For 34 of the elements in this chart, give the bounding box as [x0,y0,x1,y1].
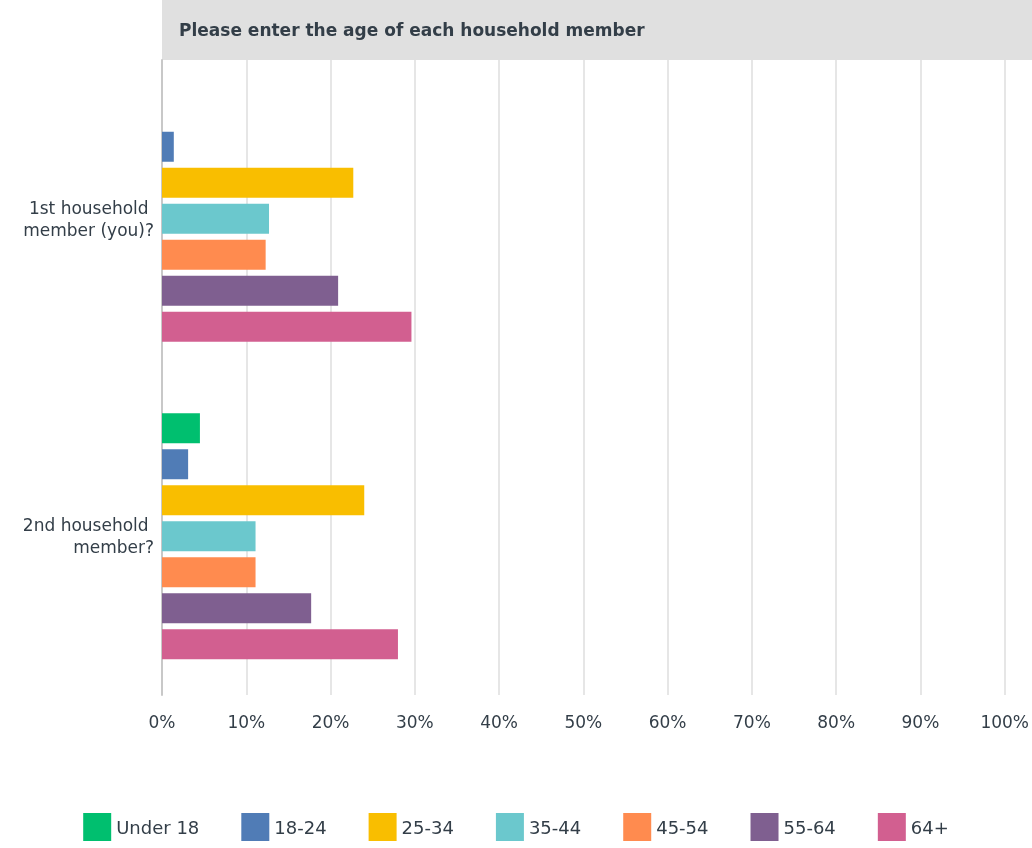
x-tick-label: 30% [395,711,434,732]
x-tick-label: 50% [564,711,603,732]
bar [162,449,189,480]
bar [162,521,256,552]
x-tick-label: 100% [980,711,1029,732]
bar [162,593,312,624]
x-tick-label: 20% [311,711,350,732]
bar [162,203,270,234]
bar [162,311,412,342]
y-tick-label: 1st household member (you)? [23,197,154,240]
x-tick-label: 80% [817,711,856,732]
x-tick-label: 0% [148,711,176,732]
legend-label: Under 18 [116,816,200,838]
bar [162,239,266,270]
legend-label: 45-54 [656,816,709,838]
legend-label: 18-24 [274,816,327,838]
x-tick-label: 60% [648,711,687,732]
bar [162,131,174,162]
legend-label: 64+ [910,816,949,838]
legend-label: 25-34 [401,816,454,838]
x-tick-label: 40% [480,711,518,732]
y-tick-label: 2nd household member? [22,515,154,558]
legend-label: 35-44 [528,816,582,838]
bar [162,629,398,660]
bar [162,557,256,588]
bar [162,413,200,444]
bar [162,485,365,516]
x-tick-label: 90% [901,711,940,732]
x-tick-label: 10% [227,711,266,732]
bar [162,275,339,306]
bar [162,167,354,198]
chart-title: Please enter the age of each household member [162,0,1032,60]
x-tick-label: 70% [732,711,771,732]
legend-label: 55-64 [783,816,836,838]
